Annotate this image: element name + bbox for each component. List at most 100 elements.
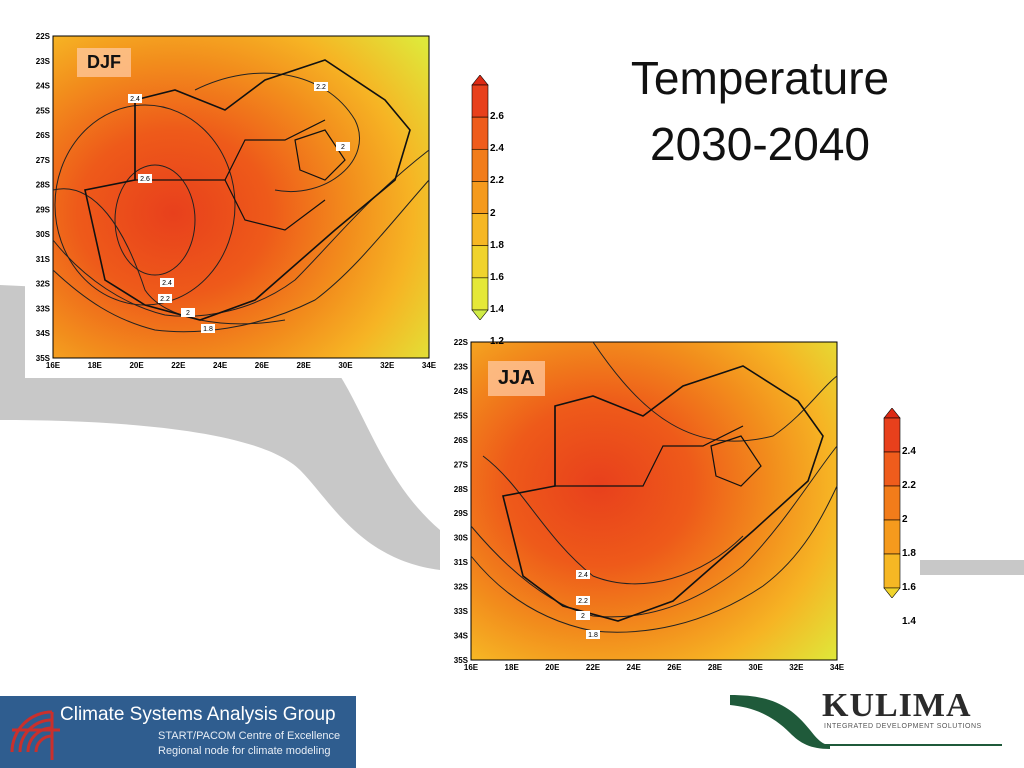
jja-lon-ticks: 16E 18E 20E 22E 24E 26E 28E 30E 32E 34E: [464, 663, 845, 672]
colorbar-segment: [883, 417, 901, 453]
colorbar-segment: [471, 245, 489, 279]
lat-tick-label: 23S: [36, 57, 51, 66]
djf-season-label: DJF: [77, 48, 132, 77]
colorbar-segment: [471, 84, 489, 118]
jja-season-label: JJA: [488, 361, 545, 396]
kulima-logo: KULIMA INTEGRATED DEVELOPMENT SOLUTIONS: [730, 685, 1010, 755]
lat-tick-label: 24S: [454, 387, 469, 396]
colorbar-label: 1.4: [902, 616, 916, 627]
lat-tick-label: 31S: [36, 255, 51, 264]
contour-label: 2: [186, 310, 190, 317]
colorbar-label: 1.8: [902, 548, 916, 559]
lon-tick-label: 24E: [213, 361, 228, 370]
colorbar-label: 2.6: [490, 111, 504, 123]
lat-tick-label: 30S: [454, 534, 469, 543]
lon-tick-label: 30E: [749, 663, 764, 672]
contour-label: 2.6: [140, 176, 150, 183]
lat-tick-label: 28S: [454, 485, 469, 494]
colorbar-segment: [883, 485, 901, 521]
lat-tick-label: 26S: [36, 131, 51, 140]
contour-label: 2.4: [578, 572, 588, 579]
lon-tick-label: 32E: [789, 663, 804, 672]
colorbar-segment: [471, 277, 489, 311]
lat-tick-label: 33S: [36, 304, 51, 313]
lon-tick-label: 22E: [171, 361, 186, 370]
contour-label-box: [576, 596, 590, 605]
djf-colorbar: 2.6 2.4 2.2 2 1.8 1.6 1.4 1.2: [470, 75, 510, 347]
jja-contour-labels: 2.4 2.2 2 1.8: [576, 570, 600, 639]
lon-tick-label: 18E: [88, 361, 103, 370]
contour-label: 2.2: [160, 296, 170, 303]
lon-tick-label: 16E: [464, 663, 479, 672]
lon-tick-label: 16E: [46, 361, 61, 370]
contour-label: 2.4: [162, 280, 172, 287]
lon-tick-label: 34E: [830, 663, 845, 672]
lat-tick-label: 35S: [454, 656, 469, 665]
kulima-leaf-icon: [730, 695, 1002, 749]
csag-name: Climate Systems Analysis Group: [60, 704, 336, 725]
lat-tick-label: 30S: [36, 230, 51, 239]
lat-tick-label: 31S: [454, 558, 469, 567]
djf-map: 22S 23S 24S 25S 26S 27S 28S 29S 30S 31S 32S 33S 34S 3…: [36, 32, 437, 370]
lat-tick-label: 22S: [36, 32, 51, 41]
colorbar-label: 2.2: [490, 175, 504, 187]
lat-tick-label: 32S: [36, 280, 51, 289]
contour-label: 2.2: [316, 84, 326, 91]
lat-tick-label: 34S: [36, 329, 51, 338]
colorbar-label: 1.6: [902, 582, 916, 593]
lon-tick-label: 20E: [545, 663, 560, 672]
contour-label-box: [586, 630, 600, 639]
djf-lon-ticks: 16E 18E 20E 22E 24E 26E 28E 30E 32E 34E: [46, 361, 437, 370]
djf-lat-ticks: 22S 23S 24S 25S 26S 27S 28S 29S 30S 31S 32S 33S 34S 3…: [36, 32, 51, 363]
slide-title: Temperature 2030-2040: [590, 45, 930, 177]
colorbar-segment: [471, 116, 489, 150]
lat-tick-label: 24S: [36, 82, 51, 91]
contour-label-box: [314, 82, 328, 91]
lat-tick-label: 27S: [454, 460, 469, 469]
slide-title-line2: 2030-2040: [650, 118, 870, 170]
contour-label-box: [128, 94, 142, 103]
lat-tick-label: 25S: [454, 411, 469, 420]
colorbar-label: 2.4: [490, 143, 504, 155]
contour-label-box: [181, 308, 195, 317]
contour-label: 2.4: [130, 96, 140, 103]
lat-tick-label: 29S: [454, 509, 469, 518]
jja-lat-ticks: 22S 23S 24S 25S 26S 27S 28S 29S 30S 31S 32S 33S 34S 3…: [454, 338, 469, 665]
lat-tick-label: 23S: [454, 362, 469, 371]
colorbar-segment: [471, 181, 489, 214]
kulima-tagline: INTEGRATED DEVELOPMENT SOLUTIONS: [824, 723, 982, 730]
colorbar-label: 2: [902, 514, 908, 525]
colorbar-segment: [471, 213, 489, 247]
lon-tick-label: 28E: [297, 361, 312, 370]
colorbar-segment: [883, 519, 901, 555]
csag-emblem-icon: [10, 710, 60, 760]
jja-colorbar-scale: [883, 408, 901, 598]
colorbar-label: 1.6: [490, 271, 504, 283]
colorbar-label: 1.4: [490, 304, 504, 315]
contour-label: 2.2: [578, 598, 588, 605]
colorbar-top-arrow: [883, 408, 901, 419]
contour-label-box: [576, 570, 590, 579]
djf-colorbar-scale: [471, 75, 489, 320]
slide-title-line1: Temperature: [630, 52, 890, 104]
contour-label-box: [576, 611, 590, 620]
colorbar-bottom-arrow: [471, 309, 489, 320]
lat-tick-label: 32S: [454, 583, 469, 592]
colorbar-segment: [883, 553, 901, 589]
colorbar-top-arrow: [471, 75, 489, 86]
lat-tick-label: 27S: [36, 156, 51, 165]
lat-tick-label: 34S: [454, 632, 469, 641]
lat-tick-label: 29S: [36, 205, 51, 214]
lon-tick-label: 20E: [129, 361, 144, 370]
contour-label: 1.8: [588, 632, 598, 639]
colorbar-label: 1.8: [490, 239, 504, 251]
contour-label-box: [160, 278, 174, 287]
colorbar-bottom-arrow: [883, 587, 901, 598]
lat-tick-label: 22S: [454, 338, 469, 347]
kulima-name: KULIMA: [822, 687, 972, 724]
lon-tick-label: 24E: [627, 663, 642, 672]
colorbar-segment: [471, 148, 489, 182]
djf-map-panel: 22S 23S 24S 25S 26S 27S 28S 29S 30S 31S 32S 33S 34S 3…: [25, 30, 437, 378]
lat-tick-label: 35S: [36, 354, 51, 363]
lat-tick-label: 28S: [36, 181, 51, 190]
